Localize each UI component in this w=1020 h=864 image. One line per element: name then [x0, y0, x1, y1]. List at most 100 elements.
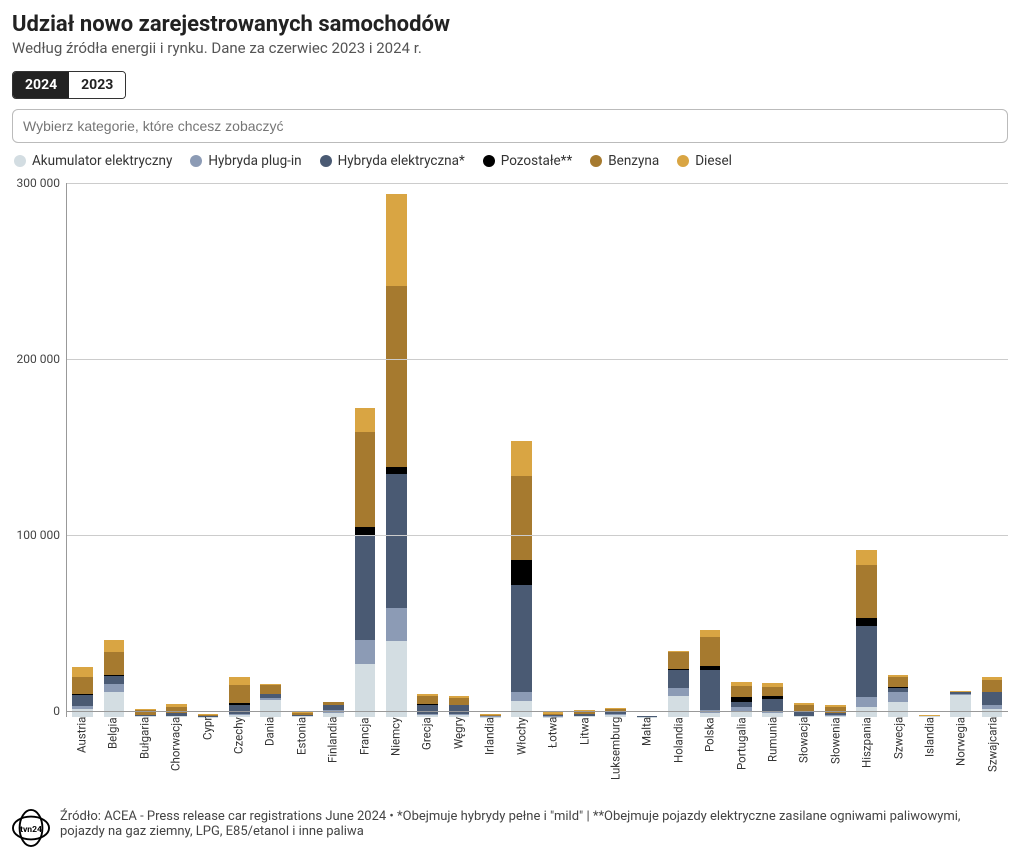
bar-column[interactable] — [914, 183, 945, 717]
bar-column[interactable] — [130, 183, 161, 717]
bar-segment — [386, 194, 407, 286]
chart-title: Udział nowo zarejestrowanych samochodów — [12, 12, 1008, 37]
bar-segment — [355, 432, 376, 527]
bar-segment — [982, 709, 1003, 717]
x-tick-label: Cypr — [192, 717, 223, 797]
legend-swatch — [14, 155, 26, 167]
bar-column[interactable] — [663, 183, 694, 717]
bar-column[interactable] — [757, 183, 788, 717]
legend-label: Pozostałe** — [501, 153, 572, 169]
bar-segment — [104, 652, 125, 675]
bar-column[interactable] — [600, 183, 631, 717]
bar-column[interactable] — [976, 183, 1007, 717]
bar-segment — [731, 686, 752, 697]
bar-column[interactable] — [67, 183, 98, 717]
bar-segment — [355, 664, 376, 717]
bar-column[interactable] — [945, 183, 976, 717]
bar-column[interactable] — [537, 183, 568, 717]
x-tick-label: Norwegia — [945, 717, 976, 797]
bar-segment — [888, 677, 909, 687]
tab-2023[interactable]: 2023 — [69, 72, 125, 98]
bar-column[interactable] — [882, 183, 913, 717]
legend-item[interactable]: Benzyna — [590, 153, 659, 169]
x-tick-label: Islandia — [914, 717, 945, 797]
legend-item[interactable]: Diesel — [677, 153, 732, 169]
x-axis-labels: AustriaBelgiaBułgariaChorwacjaCyprCzechy… — [66, 717, 1008, 797]
chart: 0100 000200 000300 000 — [12, 177, 1008, 717]
bar-column[interactable] — [349, 183, 380, 717]
bar-segment — [511, 560, 532, 585]
x-tick-label: Słowacja — [788, 717, 819, 797]
gridline — [67, 535, 1008, 536]
category-search-input[interactable] — [12, 109, 1008, 143]
bar-column[interactable] — [694, 183, 725, 717]
legend-item[interactable]: Hybryda plug-in — [190, 153, 301, 169]
bar-column[interactable] — [381, 183, 412, 717]
legend-swatch — [483, 155, 495, 167]
gridline — [67, 359, 1008, 360]
bar-segment — [700, 637, 721, 666]
bar-segment — [950, 695, 971, 717]
x-tick-label: Estonia — [286, 717, 317, 797]
bar-column[interactable] — [506, 183, 537, 717]
x-tick-label: Irlandia — [474, 717, 505, 797]
x-tick-label: Chorwacja — [160, 717, 191, 797]
x-tick-label: Belgia — [97, 717, 128, 797]
bar-column[interactable] — [255, 183, 286, 717]
bar-column[interactable] — [788, 183, 819, 717]
gridline — [67, 183, 1008, 184]
bar-column[interactable] — [726, 183, 757, 717]
bar-column[interactable] — [98, 183, 129, 717]
bar-segment — [856, 626, 877, 697]
bar-column[interactable] — [287, 183, 318, 717]
bar-segment — [762, 687, 783, 697]
bar-segment — [888, 692, 909, 702]
bar-segment — [511, 692, 532, 701]
x-tick-label: Polska — [694, 717, 725, 797]
x-tick-label: Szwecja — [883, 717, 914, 797]
bar-segment — [511, 701, 532, 717]
y-tick-label: 200 000 — [17, 352, 60, 366]
x-tick-label: Słowenia — [820, 717, 851, 797]
bar-column[interactable] — [224, 183, 255, 717]
bar-segment — [260, 685, 281, 693]
bar-segment — [72, 667, 93, 678]
bar-segment — [856, 707, 877, 717]
legend-item[interactable]: Pozostałe** — [483, 153, 572, 169]
x-tick-label: Luksemburg — [600, 717, 631, 797]
bar-column[interactable] — [820, 183, 851, 717]
bar-segment — [104, 692, 125, 717]
bar-column[interactable] — [412, 183, 443, 717]
bar-segment — [229, 677, 250, 685]
bar-segment — [511, 585, 532, 692]
legend-label: Diesel — [695, 153, 732, 169]
bar-column[interactable] — [443, 183, 474, 717]
bar-segment — [229, 705, 250, 714]
bar-column[interactable] — [631, 183, 662, 717]
bar-column[interactable] — [318, 183, 349, 717]
legend-item[interactable]: Akumulator elektryczny — [14, 153, 172, 169]
x-tick-label: Rumunia — [757, 717, 788, 797]
bar-segment — [355, 408, 376, 432]
legend-swatch — [190, 155, 202, 167]
bar-segment — [982, 692, 1003, 705]
bar-segment — [260, 700, 281, 717]
tab-2024[interactable]: 2024 — [13, 72, 69, 98]
bar-column[interactable] — [851, 183, 882, 717]
bar-column[interactable] — [569, 183, 600, 717]
bar-segment — [888, 702, 909, 717]
legend-item[interactable]: Hybryda elektryczna* — [320, 153, 465, 169]
legend-label: Akumulator elektryczny — [32, 153, 172, 169]
x-tick-label: Szwajcaria — [977, 717, 1008, 797]
legend-swatch — [590, 155, 602, 167]
bar-column[interactable] — [475, 183, 506, 717]
bar-segment — [668, 696, 689, 717]
x-tick-label: Grecja — [411, 717, 442, 797]
legend-label: Hybryda plug-in — [208, 153, 301, 169]
bar-segment — [355, 640, 376, 665]
bar-segment — [72, 695, 93, 706]
x-tick-label: Francja — [349, 717, 380, 797]
chart-subtitle: Według źródła energii i rynku. Dane za c… — [12, 39, 1008, 57]
bar-column[interactable] — [192, 183, 223, 717]
bar-column[interactable] — [161, 183, 192, 717]
